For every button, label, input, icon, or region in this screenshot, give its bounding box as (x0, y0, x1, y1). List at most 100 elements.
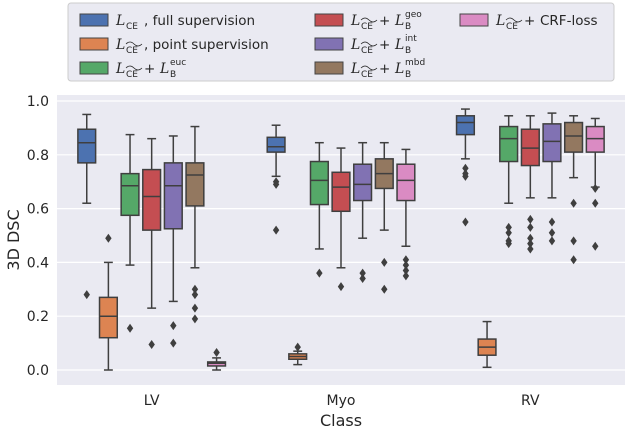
series-7 (206, 117, 605, 371)
legend-subscript: B (405, 46, 411, 56)
legend-subscript: B (170, 70, 176, 80)
outlier-point (570, 255, 577, 265)
legend-script-letter: L (115, 13, 125, 29)
outlier-point (402, 265, 410, 275)
legend-tilde-mark (360, 65, 378, 71)
outlier-point (527, 222, 534, 232)
x-axis-label: Class (320, 411, 362, 430)
outlier-point (83, 290, 90, 300)
box (163, 162, 183, 230)
legend-subscript: B (405, 70, 411, 80)
box (309, 160, 329, 206)
legend-script-letter: L (394, 13, 404, 29)
y-tick-label: 0.2 (27, 309, 49, 325)
x-tick-labels: LV Myo RV (144, 393, 540, 409)
outlier-point (570, 236, 577, 246)
legend-subscript: CE (506, 22, 518, 32)
y-tick-label: 0.8 (27, 148, 49, 164)
legend-script-letter: L (159, 61, 169, 77)
outlier-point (462, 171, 469, 181)
legend-tilde-mark (125, 41, 143, 47)
legend-script-letter: L (350, 61, 360, 77)
outlier-point (527, 233, 534, 243)
legend-item-2: L CE , point supervision (79, 37, 269, 56)
outlier-point (548, 217, 556, 227)
box (185, 162, 205, 207)
series-2 (98, 233, 497, 371)
box (353, 163, 373, 202)
outlier-point (381, 257, 388, 267)
outlier-point (505, 222, 512, 232)
legend-subscript: CE (361, 22, 373, 32)
box (142, 168, 162, 231)
outlier-point (337, 282, 345, 292)
legend-subscript: CE (126, 46, 138, 56)
legend-plus: + (379, 61, 390, 77)
outlier-point (294, 342, 301, 352)
outlier-point (505, 228, 512, 238)
legend-superscript: euc (170, 58, 186, 68)
legend-subscript: CE (126, 70, 138, 80)
box (563, 121, 584, 153)
outlier-point (402, 255, 410, 265)
box (266, 136, 286, 153)
legend-swatch (79, 37, 109, 51)
box (396, 163, 416, 202)
legend-swatch (459, 13, 489, 27)
series-3 (120, 115, 519, 333)
series-5 (163, 112, 562, 348)
legend-subscript: CE (126, 22, 138, 32)
legend-script-letter: L (394, 61, 404, 77)
legend-script-letter: L (495, 13, 505, 29)
outlier-point (272, 225, 280, 235)
outlier-point (402, 271, 410, 281)
x-tick-label: LV (144, 393, 160, 409)
y-tick-labels: 0.0 0.2 0.4 0.6 0.8 1.0 (27, 94, 49, 379)
legend-item-1: L CE , full supervision (79, 13, 255, 32)
outlier-point (272, 177, 280, 187)
legend-tilde-mark (505, 17, 523, 23)
box (120, 172, 140, 217)
legend-script-letter: L (115, 37, 125, 53)
outlier-point (570, 198, 577, 208)
box (98, 296, 119, 339)
x-tick-label: Myo (327, 393, 356, 409)
series-4 (142, 115, 540, 349)
legend-label: , full supervision (144, 13, 255, 29)
legend-plus: + (144, 61, 155, 77)
y-tick-label: 0.4 (27, 255, 49, 271)
y-tick-label: 0.6 (27, 202, 49, 218)
outlier-point (170, 338, 177, 348)
legend-superscript: geo (405, 10, 422, 20)
legend-swatch (79, 61, 109, 75)
box (542, 123, 562, 163)
outlier-point (527, 214, 534, 224)
legend-script-letter: L (115, 61, 125, 77)
legend-plus: + (379, 37, 390, 53)
outlier-point (359, 268, 366, 278)
outlier-point (402, 260, 410, 270)
legend-swatch (314, 37, 344, 51)
legend-plus: + (379, 13, 390, 29)
legend-superscript: mbd (405, 58, 425, 68)
series-6 (185, 115, 584, 324)
legend-tilde-mark (360, 17, 378, 23)
legend-superscript: int (405, 34, 417, 44)
legend-subscript: CE (361, 70, 373, 80)
outlier-point (126, 323, 134, 333)
legend-tilde-mark (360, 41, 378, 47)
legend-item-7: L CE + CRF-loss (459, 13, 598, 32)
box (499, 125, 519, 163)
y-axis-label: 3D DSC (4, 209, 23, 270)
series-1 (77, 108, 476, 300)
legend-script-letter: L (394, 37, 404, 53)
legend-label: CRF-loss (540, 13, 598, 29)
outlier-point (191, 314, 199, 324)
y-tick-label: 0.0 (27, 363, 49, 379)
legend-script-letter: L (350, 13, 360, 29)
